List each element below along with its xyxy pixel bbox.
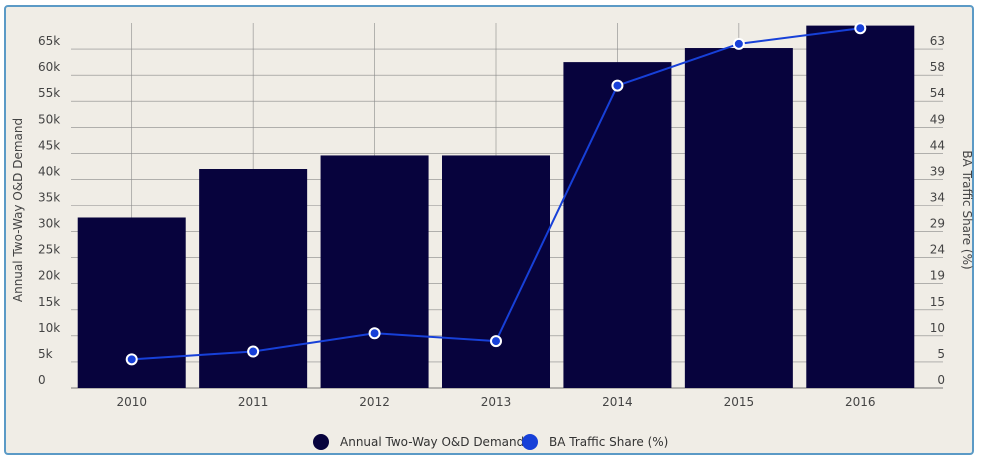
x-tick-label: 2015 (724, 395, 755, 409)
y-tick-label: 45k (38, 138, 60, 152)
y2-tick-label: 15 (930, 295, 945, 309)
legend-label-demand: Annual Two-Way O&D Demand (340, 435, 524, 449)
y2-tick-label: 58 (930, 60, 945, 74)
x-tick-label: 2016 (845, 395, 876, 409)
legend-marker-demand (313, 434, 329, 450)
line-series (125, 22, 867, 366)
right-axis-ticks: 0 5 10 15 19 24 29 34 39 44 49 54 58 63 (930, 34, 945, 387)
bar[interactable] (563, 62, 672, 388)
y2-tick-label: 54 (930, 86, 945, 100)
y2-tick-label: 19 (930, 269, 945, 283)
y-tick-label: 55k (38, 86, 60, 100)
y-tick-label: 40k (38, 164, 60, 178)
legend-item-demand[interactable]: Annual Two-Way O&D Demand (313, 434, 524, 450)
bar[interactable] (684, 48, 793, 389)
bar-series (77, 25, 915, 389)
y-tick-label: 25k (38, 243, 60, 257)
y-tick-label: 20k (38, 269, 60, 283)
y-tick-label: 60k (38, 60, 60, 74)
x-tick-label: 2012 (359, 395, 390, 409)
y-tick-label: 50k (38, 112, 60, 126)
y-tick-label: 10k (38, 321, 60, 335)
legend-label-share: BA Traffic Share (%) (549, 435, 668, 449)
line-point[interactable] (247, 345, 260, 358)
line-point[interactable] (125, 353, 138, 366)
y2-tick-label: 63 (930, 34, 945, 48)
y2-tick-label: 49 (930, 112, 945, 126)
legend-marker-share (522, 434, 538, 450)
y-tick-label: 5k (38, 347, 53, 361)
legend-item-share[interactable]: BA Traffic Share (%) (522, 434, 668, 450)
legend: Annual Two-Way O&D Demand BA Traffic Sha… (313, 434, 668, 450)
x-axis-ticks: 2010 2011 2012 2013 2014 2015 2016 (116, 395, 875, 409)
x-tick-label: 2014 (602, 395, 633, 409)
line-point[interactable] (611, 79, 624, 92)
y-tick-label: 35k (38, 191, 60, 205)
y2-tick-label: 44 (930, 138, 945, 152)
bar[interactable] (806, 25, 915, 388)
y2-tick-label: 0 (937, 373, 945, 387)
x-tick-label: 2013 (481, 395, 512, 409)
x-tick-label: 2011 (238, 395, 269, 409)
line-point[interactable] (368, 327, 381, 340)
y-tick-label: 30k (38, 217, 60, 231)
y-tick-label: 65k (38, 34, 60, 48)
y-tick-label: 0 (38, 373, 46, 387)
line-point[interactable] (490, 335, 502, 348)
x-tick-label: 2010 (116, 395, 147, 409)
right-axis-title: BA Traffic Share (%) (960, 150, 974, 269)
y2-tick-label: 10 (930, 321, 945, 335)
left-axis-ticks: 0 5k 10k 15k 20k 25k 30k 35k 40k 45k 50k 55k 60k 65k (38, 34, 60, 387)
y2-tick-label: 24 (930, 243, 945, 257)
line-point[interactable] (732, 37, 745, 50)
line-point[interactable] (854, 22, 867, 35)
left-axis-title: Annual Two-Way O&D Demand (11, 118, 25, 302)
y-tick-label: 15k (38, 295, 60, 309)
y2-tick-label: 29 (930, 217, 945, 231)
y2-tick-label: 5 (937, 347, 945, 361)
y2-tick-label: 34 (930, 191, 945, 205)
bar[interactable] (442, 155, 550, 388)
bar[interactable] (320, 155, 429, 388)
y2-tick-label: 39 (930, 164, 945, 178)
